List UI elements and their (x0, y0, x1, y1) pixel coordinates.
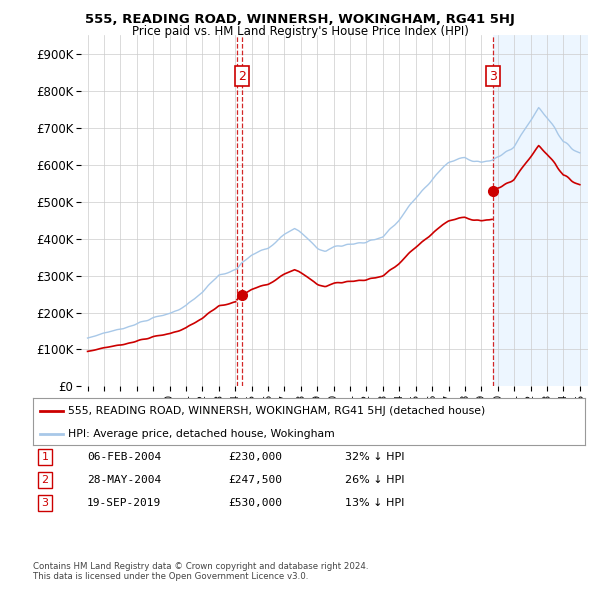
Text: 06-FEB-2004: 06-FEB-2004 (87, 453, 161, 462)
Text: 32% ↓ HPI: 32% ↓ HPI (345, 453, 404, 462)
Text: 555, READING ROAD, WINNERSH, WOKINGHAM, RG41 5HJ (detached house): 555, READING ROAD, WINNERSH, WOKINGHAM, … (68, 407, 485, 417)
Text: £530,000: £530,000 (228, 498, 282, 507)
Text: HPI: Average price, detached house, Wokingham: HPI: Average price, detached house, Woki… (68, 429, 335, 438)
Text: £247,500: £247,500 (228, 475, 282, 484)
Text: 26% ↓ HPI: 26% ↓ HPI (345, 475, 404, 484)
Text: 3: 3 (41, 498, 49, 507)
Text: 13% ↓ HPI: 13% ↓ HPI (345, 498, 404, 507)
Text: 2: 2 (238, 70, 246, 83)
Text: 1: 1 (41, 453, 49, 462)
Text: Price paid vs. HM Land Registry's House Price Index (HPI): Price paid vs. HM Land Registry's House … (131, 25, 469, 38)
Text: 28-MAY-2004: 28-MAY-2004 (87, 475, 161, 484)
Text: £230,000: £230,000 (228, 453, 282, 462)
Text: 555, READING ROAD, WINNERSH, WOKINGHAM, RG41 5HJ: 555, READING ROAD, WINNERSH, WOKINGHAM, … (85, 13, 515, 26)
Text: 3: 3 (489, 70, 497, 83)
Text: Contains HM Land Registry data © Crown copyright and database right 2024.: Contains HM Land Registry data © Crown c… (33, 562, 368, 571)
Text: 2: 2 (41, 475, 49, 484)
Text: This data is licensed under the Open Government Licence v3.0.: This data is licensed under the Open Gov… (33, 572, 308, 581)
Text: 19-SEP-2019: 19-SEP-2019 (87, 498, 161, 507)
Bar (493, 35, 588, 386)
